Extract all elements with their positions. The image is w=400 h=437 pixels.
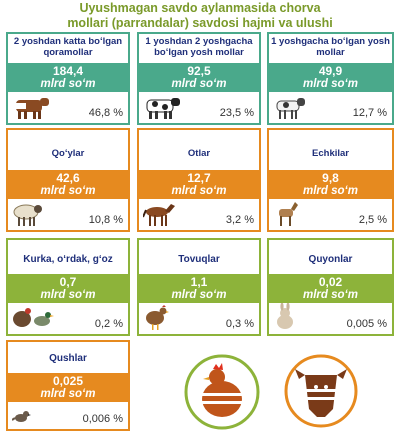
calf-icon bbox=[146, 98, 180, 119]
card-chickens: Tovuqlar 1,1 mlrd soʻm 0,3 % bbox=[137, 238, 261, 336]
horse-icon bbox=[143, 204, 175, 226]
card-name: 1 yoshdan 2 yoshgacha boʻlgan yosh molla… bbox=[145, 36, 253, 58]
card-unit: mlrd soʻm bbox=[303, 185, 358, 197]
value-band: 92,5 mlrd soʻm bbox=[137, 63, 261, 92]
card-value: 0,7 bbox=[59, 275, 77, 289]
card-calves-1-2: 1 yoshdan 2 yoshgacha boʻlgan yosh molla… bbox=[137, 32, 261, 125]
card-share: 2,5 % bbox=[358, 214, 387, 226]
card-poultry: Kurka, oʻrdak, gʻoz 0,7 mlrd soʻm 0,2 % bbox=[6, 238, 130, 336]
card-name: Qoʻylar bbox=[51, 148, 85, 159]
card-name: Kurka, oʻrdak, gʻoz bbox=[23, 254, 113, 265]
card-share: 46,8 % bbox=[88, 107, 123, 119]
card-share: 0,2 % bbox=[94, 318, 123, 330]
card-horses: Otlar 12,7 mlrd soʻm 3,2 % bbox=[137, 128, 261, 232]
card-unit: mlrd soʻm bbox=[40, 289, 96, 301]
card-unit: mlrd soʻm bbox=[303, 78, 358, 90]
young-calf-icon bbox=[276, 98, 305, 119]
page-title: Uyushmagan savdo aylanmasida chorva moll… bbox=[0, 1, 400, 31]
card-value: 9,8 bbox=[322, 171, 339, 185]
card-value: 184,4 bbox=[52, 64, 84, 78]
card-share: 0,005 % bbox=[346, 318, 387, 330]
card-name: Otlar bbox=[187, 148, 211, 159]
value-band: 9,8 mlrd soʻm bbox=[267, 170, 394, 199]
value-band: 12,7 mlrd soʻm bbox=[137, 170, 261, 199]
goat-icon bbox=[279, 202, 298, 226]
card-goats: Echkilar 9,8 mlrd soʻm 2,5 % bbox=[267, 128, 394, 232]
card-name: 2 yoshdan katta boʻlgan qoramollar bbox=[13, 36, 123, 58]
card-rabbits: Quyonlar 0,02 mlrd soʻm 0,005 % bbox=[267, 238, 394, 336]
card-birds: Qushlar 0,025 mlrd soʻm 0,006 % bbox=[6, 340, 130, 431]
card-cattle: 2 yoshdan katta boʻlgan qoramollar 184,4… bbox=[6, 32, 130, 125]
card-unit: mlrd soʻm bbox=[303, 289, 358, 301]
card-name: 1 yoshgacha boʻlgan yosh mollar bbox=[271, 36, 390, 58]
card-value: 42,6 bbox=[56, 171, 80, 185]
card-sheep: Qoʻylar 42,6 mlrd soʻm 10,8 % bbox=[6, 128, 130, 232]
card-value: 0,025 bbox=[52, 374, 84, 388]
card-value: 1,1 bbox=[190, 275, 208, 289]
value-band: 49,9 mlrd soʻm bbox=[267, 63, 394, 92]
card-unit: mlrd soʻm bbox=[171, 289, 227, 301]
card-share: 3,2 % bbox=[225, 214, 254, 226]
card-share: 23,5 % bbox=[219, 107, 254, 119]
card-value: 92,5 bbox=[187, 64, 211, 78]
value-band: 0,02 mlrd soʻm bbox=[267, 274, 394, 303]
card-share: 10,8 % bbox=[88, 214, 123, 226]
bird-icon bbox=[12, 411, 31, 422]
turkey-duck-icon bbox=[13, 308, 54, 327]
card-value: 0,02 bbox=[318, 275, 343, 289]
value-band: 184,4 mlrd soʻm bbox=[6, 63, 130, 92]
card-calves-under-1: 1 yoshgacha boʻlgan yosh mollar 49,9 mlr… bbox=[267, 32, 394, 125]
card-name: Tovuqlar bbox=[178, 254, 220, 265]
title-line-2: mollari (parrandalar) savdosi hajmi va u… bbox=[67, 16, 333, 30]
card-unit: mlrd soʻm bbox=[40, 78, 96, 90]
title-line-1: Uyushmagan savdo aylanmasida chorva bbox=[79, 1, 321, 15]
card-name: Echkilar bbox=[312, 148, 349, 159]
card-unit: mlrd soʻm bbox=[171, 78, 227, 90]
cow-emblem-icon bbox=[284, 354, 358, 428]
card-name: Qushlar bbox=[49, 353, 87, 364]
card-unit: mlrd soʻm bbox=[40, 388, 96, 400]
card-share: 0,3 % bbox=[225, 318, 254, 330]
cow-icon bbox=[16, 98, 49, 119]
value-band: 1,1 mlrd soʻm bbox=[137, 274, 261, 303]
card-unit: mlrd soʻm bbox=[40, 185, 96, 197]
card-share: 0,006 % bbox=[82, 413, 123, 425]
card-name: Quyonlar bbox=[308, 254, 353, 265]
value-band: 42,6 mlrd soʻm bbox=[6, 170, 130, 199]
card-share: 12,7 % bbox=[352, 107, 387, 119]
rooster-emblem-icon bbox=[184, 354, 260, 430]
card-value: 49,9 bbox=[318, 64, 343, 78]
card-value: 12,7 bbox=[187, 171, 211, 185]
chicken-icon bbox=[146, 305, 169, 330]
value-band: 0,025 mlrd soʻm bbox=[6, 373, 130, 402]
sheep-icon bbox=[13, 204, 42, 226]
value-band: 0,7 mlrd soʻm bbox=[6, 274, 130, 303]
rabbit-icon bbox=[277, 303, 293, 329]
card-unit: mlrd soʻm bbox=[171, 185, 227, 197]
